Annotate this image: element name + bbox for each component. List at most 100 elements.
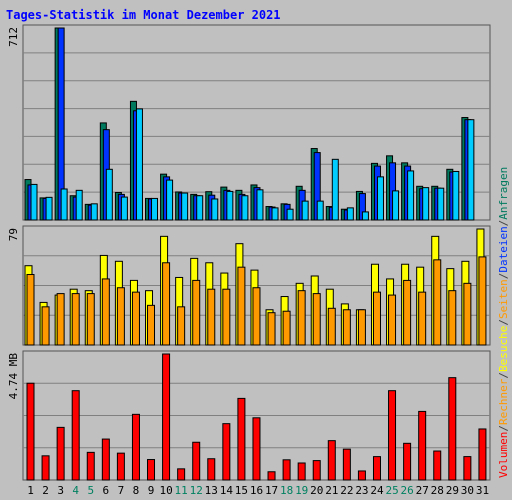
bar-volumen-day-10 (162, 353, 171, 481)
bar-seiten-day-5 (86, 293, 95, 346)
bar-seiten-day-23 (361, 211, 369, 221)
bar-volumen-day-6 (101, 438, 110, 481)
x-tick-label: 23 (355, 484, 368, 497)
bar-seiten-day-7 (120, 196, 128, 221)
bar-seiten-day-24 (376, 176, 384, 221)
bar-seiten-day-31 (478, 256, 487, 346)
bar-volumen-day-17 (267, 471, 276, 481)
legend-item-seiten: Seiten (497, 279, 510, 319)
x-tick-label: 11 (175, 484, 188, 497)
panel-3-max-label: 4.74 MB (7, 353, 20, 400)
x-tick-label: 2 (42, 484, 49, 497)
bar-seiten-day-28 (433, 259, 442, 346)
legend-separator: / (497, 273, 510, 280)
bar-seiten-day-17 (267, 312, 276, 346)
bar-volumen-day-13 (207, 458, 216, 481)
bar-volumen-day-22 (342, 448, 351, 481)
bar-volumen-day-14 (222, 423, 231, 481)
bar-seiten-day-14 (226, 190, 234, 221)
bar-seiten-day-19 (301, 200, 309, 221)
bar-volumen-day-7 (116, 452, 125, 481)
bar-seiten-day-8 (135, 108, 143, 221)
bar-seiten-day-21 (327, 307, 336, 346)
bar-volumen-day-28 (433, 450, 442, 481)
bar-seiten-day-3 (60, 188, 68, 221)
bar-seiten-day-25 (388, 294, 397, 346)
bar-volumen-day-25 (388, 390, 397, 481)
bar-seiten-day-4 (75, 189, 83, 221)
bar-volumen-day-11 (177, 468, 186, 481)
bar-volumen-day-9 (147, 459, 156, 481)
legend-separator: / (497, 372, 510, 379)
legend-item-anfragen: Anfragen (497, 167, 510, 220)
bar-seiten-day-16 (252, 287, 261, 346)
panel-1-max-label: 712 (7, 27, 20, 47)
x-tick-label: 6 (103, 484, 110, 497)
bar-seiten-day-12 (192, 279, 201, 346)
x-tick-label: 26 (401, 484, 414, 497)
bar-volumen-day-31 (478, 428, 487, 481)
x-tick-label: 27 (416, 484, 429, 497)
bar-seiten-day-29 (452, 170, 460, 221)
bar-seiten-day-10 (166, 179, 174, 221)
bar-seiten-day-16 (256, 189, 264, 221)
bar-seiten-day-17 (271, 207, 279, 221)
bar-seiten-day-6 (101, 278, 110, 346)
bar-seiten-day-20 (316, 200, 324, 221)
bar-volumen-day-27 (418, 410, 427, 481)
bar-seiten-day-9 (147, 304, 156, 346)
bar-seiten-day-11 (181, 192, 189, 221)
x-tick-label: 16 (250, 484, 263, 497)
legend-item-besuche: Besuche (497, 326, 510, 372)
bar-seiten-day-22 (346, 207, 354, 221)
bar-seiten-day-13 (207, 288, 216, 346)
legend-item-volumen: Volumen (497, 432, 510, 478)
bar-seiten-day-7 (116, 287, 125, 346)
bar-volumen-day-18 (282, 459, 291, 481)
bar-seiten-day-30 (467, 119, 475, 221)
bar-seiten-day-24 (372, 291, 381, 346)
x-tick-label: 22 (340, 484, 353, 497)
bar-seiten-day-5 (90, 203, 98, 221)
x-tick-label: 29 (446, 484, 459, 497)
x-tick-label: 12 (190, 484, 203, 497)
right-legend: Volumen/Rechner/Besuche/Seiten/Dateien/A… (497, 167, 510, 478)
bar-seiten-day-28 (437, 187, 445, 221)
x-tick-label: 10 (159, 484, 172, 497)
x-tick-label: 1 (27, 484, 34, 497)
x-tick-label: 7 (118, 484, 125, 497)
bar-seiten-day-6 (105, 168, 113, 221)
bar-volumen-day-23 (357, 470, 366, 481)
bar-seiten-day-14 (222, 288, 231, 346)
bar-seiten-day-20 (312, 293, 321, 346)
panel-2-max-label: 79 (7, 228, 20, 241)
bar-volumen-day-29 (448, 377, 457, 481)
bar-seiten-day-1 (30, 183, 38, 221)
x-tick-label: 30 (461, 484, 474, 497)
x-tick-label: 25 (385, 484, 398, 497)
x-tick-label: 28 (431, 484, 444, 497)
bar-seiten-day-2 (41, 306, 50, 346)
bar-volumen-day-1 (26, 382, 35, 481)
bar-volumen-day-24 (372, 456, 381, 481)
bar-volumen-day-3 (56, 426, 65, 481)
x-tick-label: 8 (133, 484, 140, 497)
bar-seiten-day-13 (211, 198, 219, 221)
bar-seiten-day-15 (237, 266, 246, 346)
bar-volumen-day-21 (327, 440, 336, 481)
bar-seiten-day-22 (342, 309, 351, 346)
bar-volumen-day-2 (41, 455, 50, 481)
bar-seiten-day-27 (422, 187, 430, 221)
bar-volumen-day-26 (403, 442, 412, 481)
x-tick-label: 4 (72, 484, 79, 497)
bar-seiten-day-4 (71, 293, 80, 346)
bar-volumen-day-16 (252, 417, 261, 481)
legend-separator: / (497, 425, 510, 432)
legend-separator: / (497, 319, 510, 326)
bar-seiten-day-25 (392, 190, 400, 221)
bar-volumen-day-12 (192, 441, 201, 481)
x-tick-label: 31 (476, 484, 489, 497)
x-tick-label: 5 (87, 484, 94, 497)
bar-seiten-day-15 (241, 195, 249, 221)
